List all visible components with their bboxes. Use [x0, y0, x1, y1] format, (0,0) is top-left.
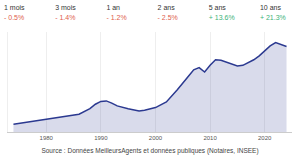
svg-text:1990: 1990 — [94, 135, 108, 141]
html-text:1 an: 1 an — [106, 4, 120, 11]
svg-text:1980: 1980 — [40, 135, 54, 141]
svg-text:2000: 2000 — [149, 135, 163, 141]
html-text:- 2.5%: - 2.5% — [157, 14, 178, 21]
html-text:1 mois: 1 mois — [4, 4, 25, 11]
html-text:+ 21.3%: + 21.3% — [259, 14, 286, 21]
html-text:- 0.5%: - 0.5% — [4, 14, 25, 21]
svg-text:2020: 2020 — [258, 135, 272, 141]
html-text:+ 13.6%: + 13.6% — [208, 14, 235, 21]
html-text:2 ans: 2 ans — [157, 4, 175, 11]
html-text:5 ans: 5 ans — [208, 4, 226, 11]
html-text:- 1.2%: - 1.2% — [106, 14, 127, 21]
html-text:- 1.4%: - 1.4% — [55, 14, 76, 21]
html-text:3 mois: 3 mois — [55, 4, 76, 11]
svg-text:2010: 2010 — [203, 135, 217, 141]
html-text:10 ans: 10 ans — [259, 4, 281, 11]
html-text:Source : Données MeilleursAgen: Source : Données MeilleursAgents et donn… — [41, 147, 259, 154]
